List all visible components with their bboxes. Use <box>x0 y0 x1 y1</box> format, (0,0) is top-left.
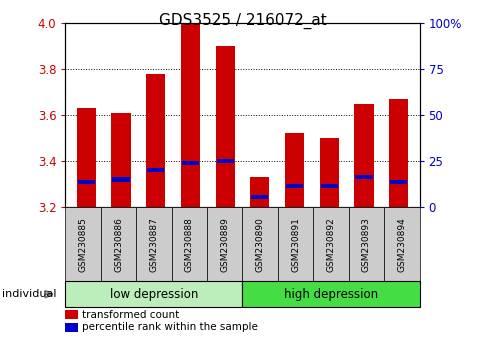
Text: individual: individual <box>2 289 57 299</box>
Bar <box>112 177 129 182</box>
Text: GSM230888: GSM230888 <box>184 217 194 272</box>
Bar <box>146 74 165 207</box>
Bar <box>181 23 199 207</box>
Text: GSM230894: GSM230894 <box>396 217 406 272</box>
Bar <box>285 133 303 207</box>
Bar <box>388 99 408 207</box>
Bar <box>147 168 164 172</box>
Bar <box>111 113 130 207</box>
Bar <box>286 184 302 188</box>
Text: GDS3525 / 216072_at: GDS3525 / 216072_at <box>158 12 326 29</box>
Bar <box>76 108 96 207</box>
Bar <box>216 159 233 163</box>
Text: GSM230887: GSM230887 <box>149 217 158 272</box>
Text: transformed count: transformed count <box>82 310 180 320</box>
Bar <box>389 180 407 184</box>
Text: GSM230889: GSM230889 <box>220 217 229 272</box>
Text: GSM230886: GSM230886 <box>114 217 123 272</box>
Bar <box>250 177 269 207</box>
Bar <box>355 175 372 179</box>
Text: GSM230891: GSM230891 <box>290 217 300 272</box>
Text: GSM230893: GSM230893 <box>361 217 370 272</box>
Bar <box>182 161 198 165</box>
Text: percentile rank within the sample: percentile rank within the sample <box>82 322 258 332</box>
Text: high depression: high depression <box>283 288 378 301</box>
Bar <box>77 180 95 184</box>
Bar <box>320 184 337 188</box>
Text: low depression: low depression <box>109 288 198 301</box>
Bar <box>319 138 338 207</box>
Bar <box>354 104 373 207</box>
Bar <box>215 46 234 207</box>
Text: GSM230892: GSM230892 <box>326 217 335 272</box>
Text: GSM230890: GSM230890 <box>255 217 264 272</box>
Text: GSM230885: GSM230885 <box>78 217 88 272</box>
Bar <box>251 195 268 199</box>
